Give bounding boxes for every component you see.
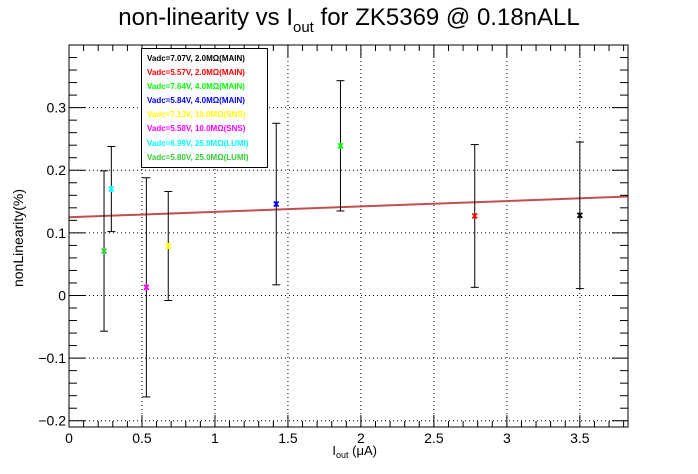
data-point-3: [336, 80, 345, 212]
y-axis-label: nonLinearity(%): [10, 188, 26, 288]
fit-layer: [68, 195, 629, 219]
data-point-1: [575, 141, 584, 290]
point-marker: [273, 200, 280, 208]
points-layer: [100, 80, 584, 398]
fit-line: [68, 195, 629, 219]
xlabel-sub: out: [336, 450, 349, 460]
data-point-4: [272, 122, 281, 286]
point-marker: [108, 185, 115, 193]
point-marker: [471, 212, 478, 220]
y-tick-label: 0.2: [47, 162, 67, 178]
ticks-layer: [68, 45, 628, 427]
legend-entry: Vadc=5.57V, 2.0MΩ(MAIN): [147, 68, 245, 78]
x-tick-label: 0.5: [132, 430, 152, 446]
data-point-6: [142, 177, 151, 398]
y-tick-label: 0: [58, 287, 66, 303]
legend-entry: Vadc=5.80V, 25.0MΩ(LUMI): [147, 152, 249, 162]
data-point-5: [164, 191, 173, 302]
legend-entry: Vadc=7.07V, 2.0MΩ(MAIN): [147, 54, 245, 63]
x-tick-label: 0: [65, 430, 73, 446]
y-tick-label: −0.1: [38, 350, 66, 366]
x-tick-label: 1: [211, 430, 219, 446]
point-marker: [576, 212, 583, 219]
legend-entry: Vadc=5.58V, 10.0MΩ(SNS): [147, 124, 246, 134]
point-marker: [337, 142, 344, 149]
point-marker: [165, 242, 172, 250]
data-point-7: [107, 145, 116, 233]
x-tick-label: 3.5: [570, 430, 590, 446]
x-tick-label: 2: [357, 430, 365, 446]
title-main: non-linearity vs I: [118, 4, 293, 31]
point-marker: [100, 247, 108, 255]
xlabel-main: I: [332, 443, 337, 458]
data-point-2: [470, 144, 479, 288]
legend-entry: Vadc=5.84V, 4.0MΩ(MAIN): [147, 96, 245, 106]
title-rest: for ZK5369 @ 0.18nALL: [313, 4, 580, 31]
data-point-8: [100, 170, 109, 332]
x-tick-label: 3: [503, 430, 511, 446]
xlabel-rest: (μA): [348, 443, 377, 458]
legend-entry: Vadc=6.99V, 25.0MΩ(LUMI): [147, 138, 249, 148]
legend: Vadc=7.07V, 2.0MΩ(MAIN) Vadc=5.57V, 2.0MΩ…: [141, 48, 268, 168]
y-tick-label: −0.2: [38, 413, 66, 429]
y-tick-label: 0.1: [47, 225, 67, 241]
y-tick-label: 0.3: [47, 100, 67, 116]
x-tick-label: 2.5: [424, 430, 444, 446]
chart-title: non-linearity vs Iout for ZK5369 @ 0.18n…: [0, 4, 698, 36]
x-axis-label: Iout (μA): [332, 443, 377, 460]
title-sub: out: [293, 19, 314, 36]
plot-frame: [68, 44, 629, 428]
legend-entry: Vadc=7.13V, 10.0MΩ(SNS): [147, 110, 246, 120]
legend-entry: Vadc=7.64V, 4.0MΩ(MAIN): [147, 82, 245, 92]
point-marker: [143, 284, 150, 291]
tick-labels-layer: 0 0.5 1 1.5 2 2.5 3 3.5 −0.2 −0.1 0 0.1 0.2 0.3: [38, 100, 589, 446]
x-tick-label: 1.5: [278, 430, 298, 446]
